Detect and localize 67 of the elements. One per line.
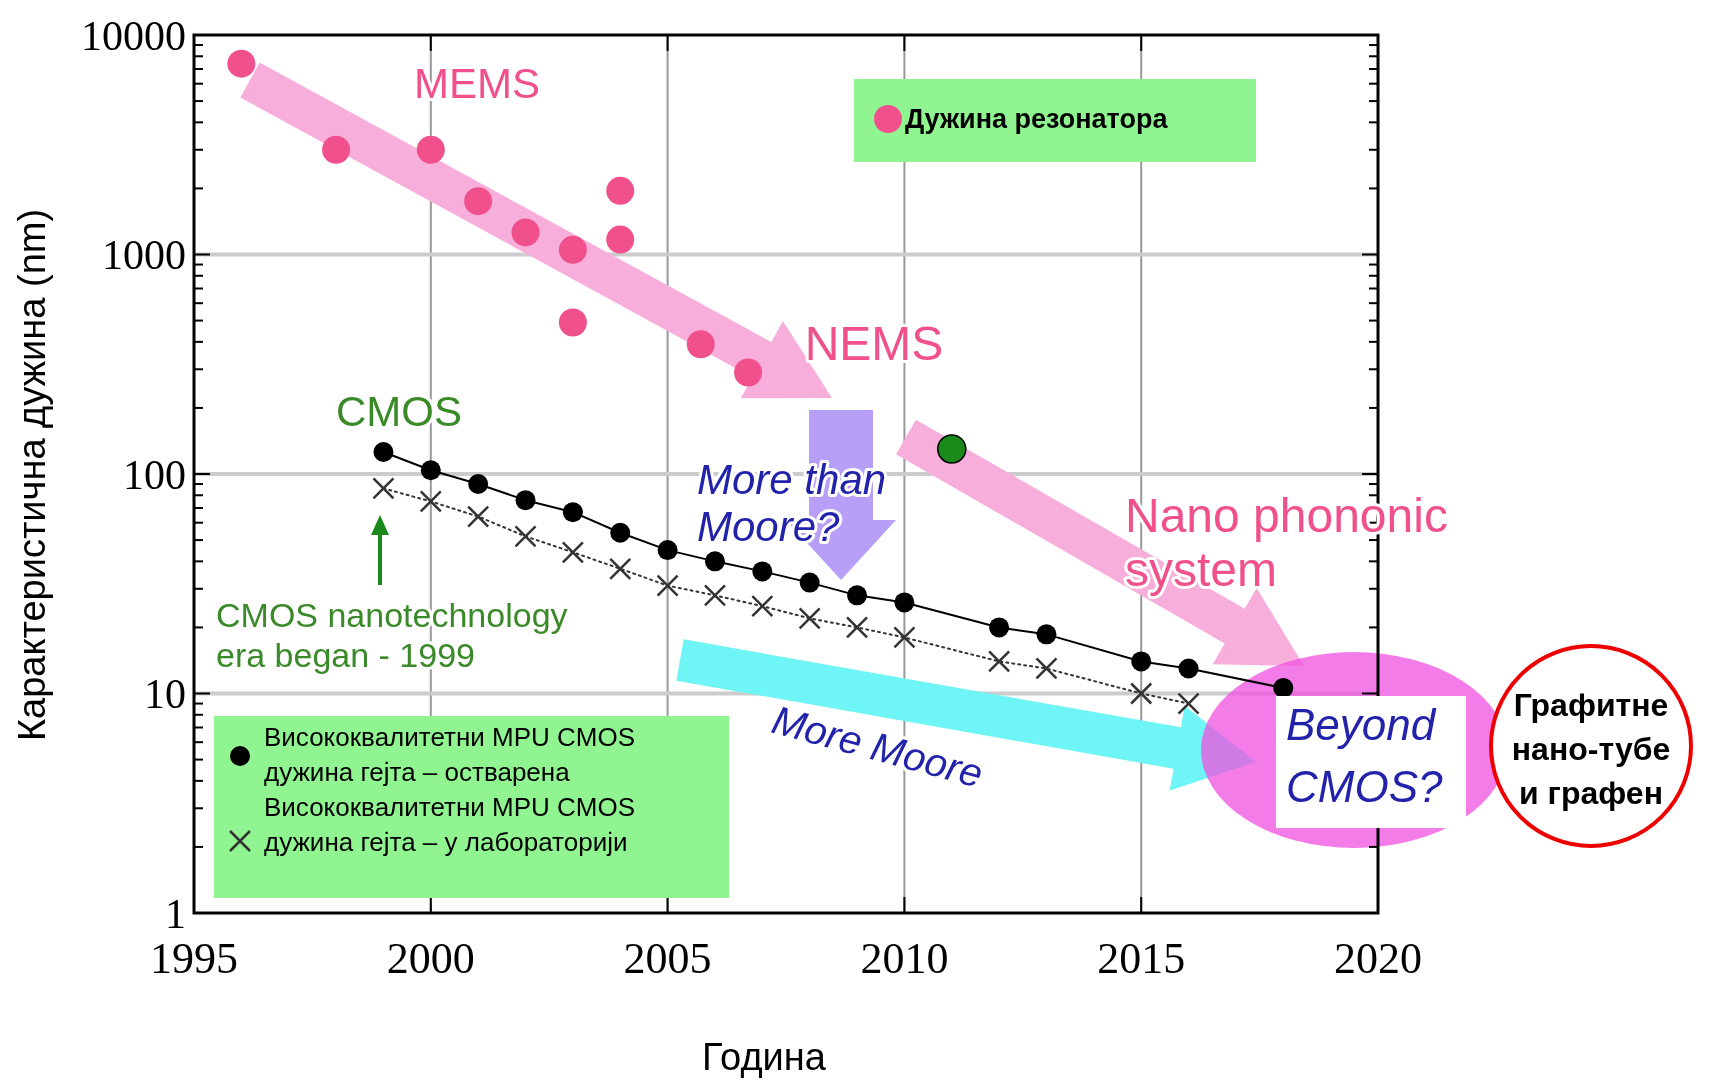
y-axis-title: Карактеристична дужина (nm) [11,208,53,742]
annotation: Beyond CMOS? [1286,700,1443,811]
point [372,477,395,500]
point [558,235,587,264]
point [1035,657,1058,680]
point [606,176,635,205]
point [1273,677,1294,698]
point [464,187,493,216]
point [419,490,443,513]
y-tick-label: 100 [123,451,186,498]
point [373,441,394,462]
x-tick-label: 2010 [860,934,949,983]
point [987,650,1011,673]
point [606,225,635,254]
point [420,460,441,481]
legend-label: Висококвалитетни MPU CMOS дужина гејта – остварена [264,722,636,787]
point [704,551,725,572]
point [1131,651,1152,672]
point [514,525,537,548]
point [751,594,774,618]
point [845,616,869,639]
legend-label: Висококвалитетни MPU CMOS дужина гејта – у лабораторији [264,792,636,857]
point [558,308,587,337]
point [893,626,916,649]
point [752,561,773,582]
y-tick-label: 10000 [81,12,186,59]
point [562,502,583,523]
x-tick-label: 2005 [623,934,712,983]
annotation: CMOS [336,388,462,435]
x-tick-label: 1995 [150,934,238,983]
point [847,585,868,606]
point [703,584,727,607]
point [1178,658,1199,679]
point [511,218,540,247]
point [1129,682,1153,705]
legend-label: Дужина резонатора [905,104,1169,135]
point [894,592,915,613]
y-tick-label: 1000 [102,232,186,279]
annotation: More than Moore? [697,456,887,550]
point [686,330,715,359]
point [466,505,490,528]
point [1177,692,1200,715]
point [416,135,445,164]
text: Графитне нано-тубе и графен [1511,687,1671,811]
x-tick-label: 2020 [1334,934,1422,983]
point [515,490,536,511]
point [610,522,631,543]
annotation: CMOS nanotechnology era began - 1999 [216,596,568,674]
x-tick-label: 2015 [1097,934,1186,983]
annotation: More Moore [767,697,988,796]
point [1036,624,1057,645]
point [656,574,679,597]
point [937,434,967,464]
point [734,358,763,387]
x-axis-title: Година [702,1036,827,1078]
point [227,49,256,78]
point [468,474,489,495]
y-tick-label: 1 [165,890,186,937]
point [798,607,821,630]
point [561,541,585,564]
point [322,135,351,164]
point [657,540,678,561]
x-tick-label: 2000 [386,934,475,983]
y-tick-label: 10 [144,671,186,718]
point [989,617,1010,638]
point [799,572,820,593]
point [608,557,632,581]
